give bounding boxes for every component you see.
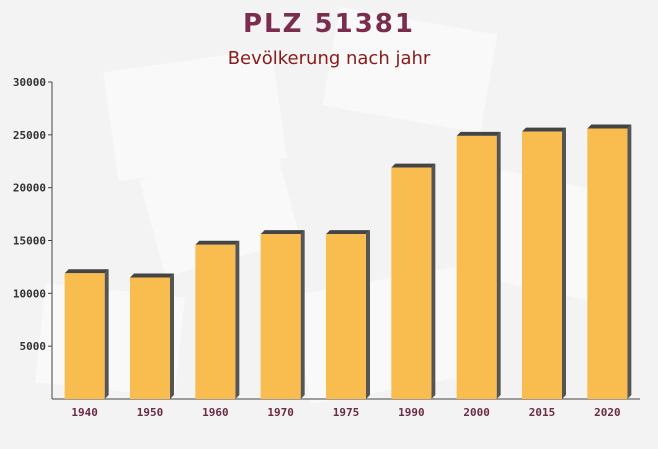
x-tick-label: 1970 (267, 406, 294, 419)
bar-top (195, 240, 240, 245)
bar-side (562, 127, 566, 399)
x-tick-label: 2015 (529, 406, 556, 419)
bar-side (235, 240, 240, 399)
bar-side (431, 163, 436, 399)
bar (130, 277, 170, 399)
y-tick-label: 25000 (13, 129, 46, 142)
bar-top (522, 127, 566, 132)
y-tick-label: 20000 (13, 182, 46, 195)
y-tick-label: 10000 (13, 287, 46, 300)
y-tick-label: 15000 (13, 235, 46, 248)
bar-top (326, 230, 370, 235)
bar (260, 234, 301, 399)
bar (195, 244, 236, 399)
bar-top (260, 230, 305, 235)
bar (64, 273, 105, 399)
bar-side (300, 230, 305, 399)
bar-side (104, 269, 109, 399)
bar-side (627, 124, 632, 399)
x-tick-label: 1990 (398, 406, 425, 419)
x-tick-label: 1975 (333, 406, 360, 419)
x-tick-label: 1960 (202, 406, 229, 419)
chart-title: PLZ 51381 (243, 9, 415, 39)
bar-top (391, 163, 436, 168)
x-tick-label: 2000 (463, 406, 490, 419)
bar-side (170, 273, 174, 399)
bar-top (64, 269, 109, 274)
bar-top (456, 131, 501, 136)
bar-side (496, 131, 501, 399)
y-tick-label: 30000 (13, 76, 46, 89)
y-tick-label: 5000 (20, 340, 47, 353)
x-tick-label: 2020 (594, 406, 621, 419)
bar-side (366, 230, 370, 399)
x-tick-label: 1950 (137, 406, 164, 419)
bar-top (130, 273, 174, 278)
bar (391, 167, 432, 399)
bar (326, 234, 366, 399)
bar (522, 131, 562, 399)
bar (456, 135, 497, 399)
bar (587, 128, 628, 399)
bar-top (587, 124, 632, 129)
chart-subtitle: Bevölkerung nach jahr (228, 48, 431, 69)
x-tick-label: 1940 (71, 406, 98, 419)
